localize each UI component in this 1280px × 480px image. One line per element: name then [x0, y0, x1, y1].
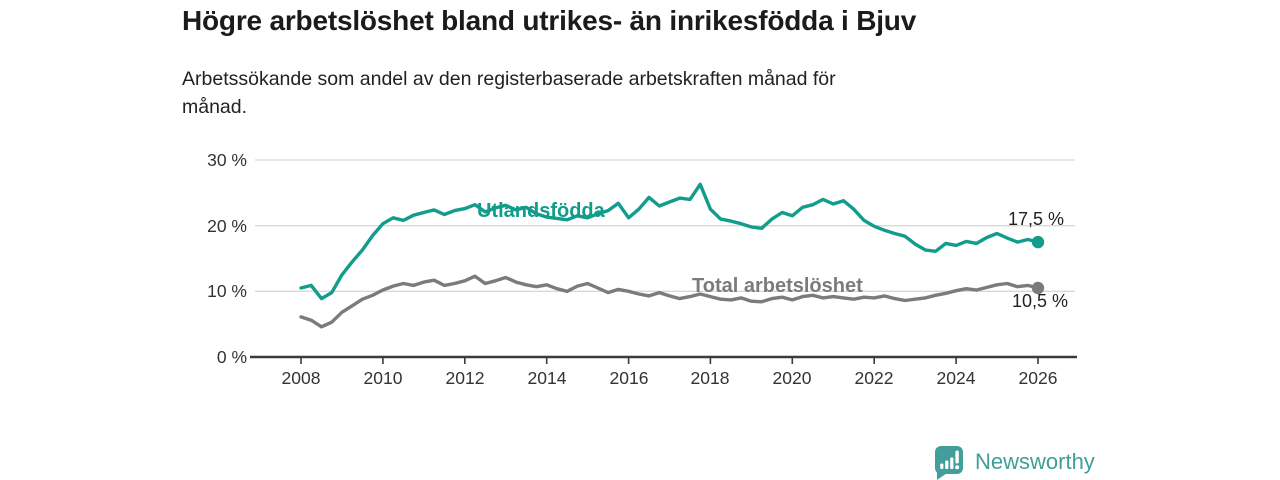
newsworthy-logo-icon — [935, 446, 963, 480]
x-axis-tick-label: 2026 — [1018, 368, 1058, 388]
end-value-label-total-arbetsloshet: 10,5 % — [1012, 291, 1069, 311]
page-title: Högre arbetslöshet bland utrikes- än inr… — [182, 5, 917, 36]
x-axis-tick-label: 2018 — [690, 368, 730, 388]
x-axis-tick-label: 2012 — [445, 368, 485, 388]
newsworthy-brand-text: Newsworthy — [975, 449, 1095, 474]
series-line-utlandsfodda — [299, 182, 1040, 301]
y-axis-tick-label: 20 % — [207, 216, 247, 236]
x-axis-tick-label: 2022 — [854, 368, 894, 388]
newsworthy-logo: Newsworthy — [933, 445, 1095, 480]
chart-subtitle-line-2: månad. — [182, 96, 248, 118]
x-axis-tick-label: 2024 — [936, 368, 976, 388]
series-end-dot-total — [1031, 281, 1045, 295]
y-axis-tick-label: 10 % — [207, 281, 247, 301]
x-axis-tick-label: 2014 — [527, 368, 567, 388]
series-label-utlandsfodda: Utlandsfödda — [477, 200, 605, 222]
end-value-label-utlandsfodda: 17,5 % — [1008, 209, 1065, 229]
x-axis-tick-label: 2008 — [281, 368, 321, 388]
series-line-total — [299, 274, 1040, 329]
x-axis-tick-label: 2016 — [609, 368, 649, 388]
x-axis-tick-label: 2010 — [363, 368, 403, 388]
series-end-dot-utlandsfodda — [1031, 235, 1045, 249]
series-label-total-arbetsloshet: Total arbetslöshet — [692, 275, 863, 297]
chart-subtitle-line-1: Arbetssökande som andel av den registerb… — [182, 68, 836, 90]
y-axis-tick-label: 30 % — [207, 150, 247, 170]
speech-bubble-chart-icon — [935, 446, 963, 480]
y-axis-tick-label: 0 % — [216, 347, 247, 367]
x-axis-tick-label: 2020 — [772, 368, 812, 388]
